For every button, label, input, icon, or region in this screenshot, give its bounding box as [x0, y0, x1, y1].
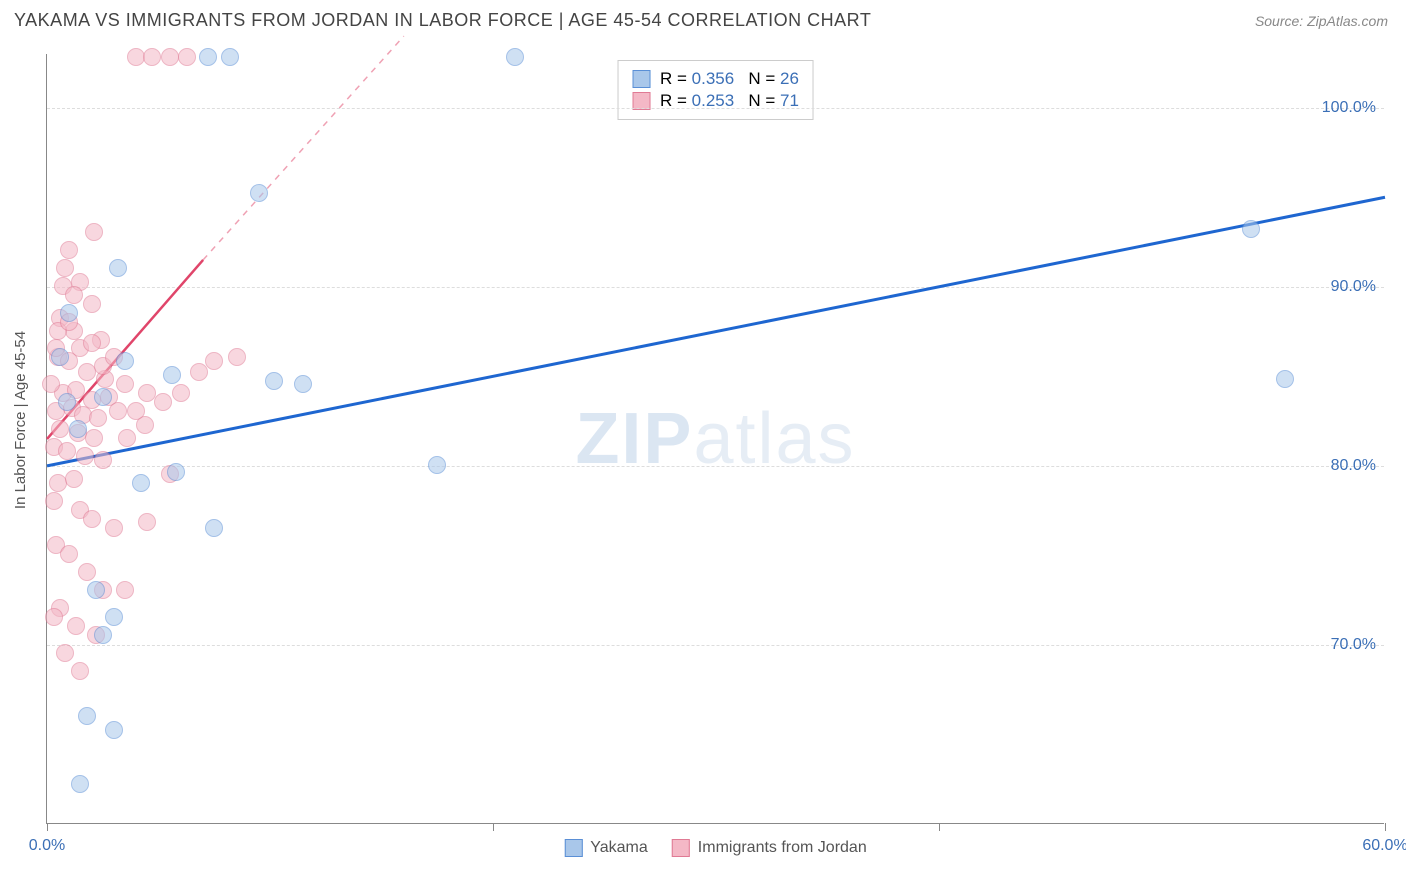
data-point: [199, 48, 217, 66]
data-point: [116, 352, 134, 370]
legend-item: Immigrants from Jordan: [672, 839, 867, 857]
data-point: [178, 48, 196, 66]
data-point: [85, 223, 103, 241]
data-point: [1242, 220, 1260, 238]
data-point: [71, 662, 89, 680]
data-point: [65, 470, 83, 488]
data-point: [154, 393, 172, 411]
x-tick-label: 60.0%: [1362, 837, 1406, 855]
data-point: [205, 519, 223, 537]
data-point: [69, 420, 87, 438]
data-point: [94, 388, 112, 406]
y-axis-label: In Labor Force | Age 45-54: [12, 331, 29, 509]
data-point: [58, 393, 76, 411]
x-tick: [493, 823, 494, 831]
legend-swatch-icon: [564, 839, 582, 857]
chart-header: YAKAMA VS IMMIGRANTS FROM JORDAN IN LABO…: [0, 0, 1406, 37]
data-point: [265, 372, 283, 390]
data-point: [143, 48, 161, 66]
data-point: [60, 304, 78, 322]
x-tick-label: 0.0%: [29, 837, 65, 855]
data-point: [60, 545, 78, 563]
data-point: [250, 184, 268, 202]
data-point: [83, 334, 101, 352]
data-point: [116, 581, 134, 599]
data-point: [132, 474, 150, 492]
data-point: [56, 644, 74, 662]
data-point: [51, 420, 69, 438]
data-point: [228, 348, 246, 366]
data-point: [78, 563, 96, 581]
data-point: [105, 519, 123, 537]
source-attribution: Source: ZipAtlas.com: [1255, 13, 1388, 29]
data-point: [105, 608, 123, 626]
data-point: [65, 286, 83, 304]
data-point: [172, 384, 190, 402]
data-point: [60, 241, 78, 259]
data-point: [109, 259, 127, 277]
x-tick: [1385, 823, 1386, 831]
data-point: [163, 366, 181, 384]
data-point: [190, 363, 208, 381]
data-point: [56, 259, 74, 277]
data-point: [1276, 370, 1294, 388]
data-point: [83, 295, 101, 313]
data-point: [94, 451, 112, 469]
data-point: [127, 402, 145, 420]
data-point: [221, 48, 239, 66]
x-tick: [47, 823, 48, 831]
trend-lines: [47, 54, 1385, 824]
legend-swatch-icon: [672, 839, 690, 857]
data-point: [205, 352, 223, 370]
scatter-chart: ZIPatlas R = 0.356 N = 26 R = 0.253 N = …: [46, 54, 1384, 824]
x-tick: [939, 823, 940, 831]
data-point: [506, 48, 524, 66]
data-point: [428, 456, 446, 474]
data-point: [78, 707, 96, 725]
data-point: [109, 402, 127, 420]
data-point: [138, 513, 156, 531]
data-point: [45, 492, 63, 510]
series-legend: Yakama Immigrants from Jordan: [564, 839, 866, 857]
data-point: [58, 442, 76, 460]
data-point: [116, 375, 134, 393]
data-point: [167, 463, 185, 481]
data-point: [94, 626, 112, 644]
data-point: [42, 375, 60, 393]
data-point: [51, 348, 69, 366]
data-point: [85, 429, 103, 447]
chart-title: YAKAMA VS IMMIGRANTS FROM JORDAN IN LABO…: [14, 10, 871, 31]
data-point: [138, 384, 156, 402]
data-point: [76, 447, 94, 465]
data-point: [89, 409, 107, 427]
data-point: [105, 721, 123, 739]
data-point: [87, 581, 105, 599]
data-point: [45, 608, 63, 626]
legend-item: Yakama: [564, 839, 648, 857]
data-point: [161, 48, 179, 66]
data-point: [294, 375, 312, 393]
data-point: [67, 617, 85, 635]
data-point: [83, 510, 101, 528]
data-point: [118, 429, 136, 447]
data-point: [71, 775, 89, 793]
